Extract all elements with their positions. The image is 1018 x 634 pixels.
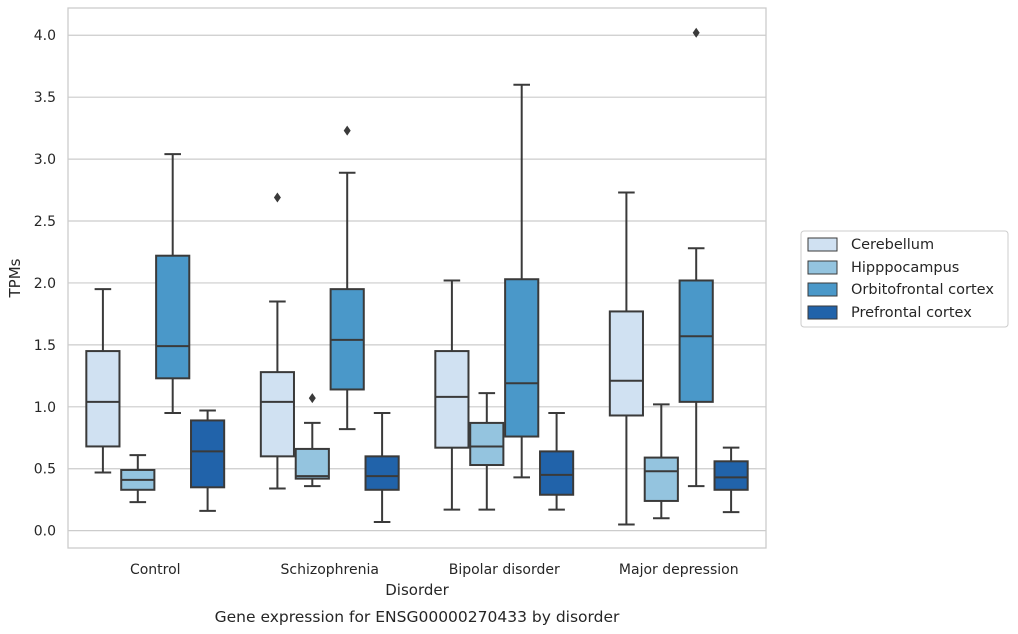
legend-item-2: Orbitofrontal cortex (807, 282, 994, 298)
box-2-1 (469, 392, 505, 511)
y-tick-label: 0.0 (34, 524, 56, 540)
box-1-1 (294, 393, 330, 488)
box-body (85, 350, 121, 448)
box-3-0 (608, 191, 644, 526)
box-body (294, 447, 330, 480)
box-2-0 (434, 279, 470, 511)
y-tick-label: 1.0 (34, 400, 56, 416)
x-tick-label: Schizophrenia (281, 562, 379, 578)
box-body (259, 371, 295, 458)
y-axis-ticks: 0.0 0.5 1.0 1.5 2.0 2.5 3.0 3.5 4.0 (34, 28, 56, 539)
x-tick-label: Bipolar disorder (449, 562, 560, 578)
box-groups (85, 27, 749, 526)
y-tick-label: 3.0 (34, 152, 56, 168)
box-body (678, 279, 714, 403)
box-3-2 (678, 27, 714, 488)
box-body (434, 350, 470, 449)
y-tick-label: 3.5 (34, 90, 56, 106)
plot-frame (67, 7, 767, 549)
legend-item-0: Cerebellum (807, 237, 934, 253)
box-body (539, 450, 575, 496)
box-body (155, 254, 191, 380)
legend-label: Cerebellum (851, 237, 934, 253)
legend-swatch (807, 260, 838, 275)
box-2-2 (504, 83, 540, 479)
x-axis-ticks: Control Schizophrenia Bipolar disorder Majo… (130, 562, 739, 578)
x-axis-label: Disorder (385, 581, 449, 599)
box-body (713, 460, 749, 491)
box-0-3 (190, 409, 226, 512)
y-tick-label: 2.5 (34, 214, 56, 230)
box-0-0 (85, 288, 121, 474)
box-1-0 (259, 192, 295, 490)
box-2-3 (539, 412, 575, 511)
box-body (608, 310, 644, 417)
box-body (469, 421, 505, 467)
box-body (364, 455, 400, 491)
box-body (504, 278, 540, 438)
legend-label: Hipppocampus (851, 260, 959, 276)
legend-item-3: Prefrontal cortex (807, 305, 972, 321)
box-3-1 (643, 403, 679, 520)
x-tick-label: Control (130, 562, 181, 578)
box-0-2 (155, 153, 191, 414)
chart-caption: Gene expression for ENSG00000270433 by d… (215, 608, 620, 626)
legend-swatch (807, 282, 838, 297)
box-1-3 (364, 412, 400, 523)
box-1-2 (329, 125, 365, 431)
legend-label: Prefrontal cortex (851, 305, 972, 321)
x-tick-label: Major depression (619, 562, 739, 578)
box-body (190, 419, 226, 489)
legend-swatch (807, 305, 838, 320)
outlier-point (692, 27, 700, 38)
y-tick-label: 1.5 (34, 338, 56, 354)
legend-item-1: Hipppocampus (807, 260, 959, 276)
y-tick-label: 0.5 (34, 462, 56, 478)
y-tick-label: 2.0 (34, 276, 56, 292)
legend-label: Orbitofrontal cortex (851, 282, 994, 298)
box-3-3 (713, 446, 749, 514)
y-axis-label: TPMs (6, 258, 24, 298)
legend-swatch (807, 237, 838, 252)
outlier-point (273, 192, 281, 203)
box-body (643, 456, 679, 502)
box-0-1 (120, 454, 156, 504)
legend-frame (800, 230, 1009, 328)
outlier-point (308, 393, 316, 404)
outlier-point (343, 125, 351, 136)
legend: Cerebellum Hipppocampus Orbitofrontal co… (800, 230, 1009, 328)
y-tick-label: 4.0 (34, 28, 56, 44)
